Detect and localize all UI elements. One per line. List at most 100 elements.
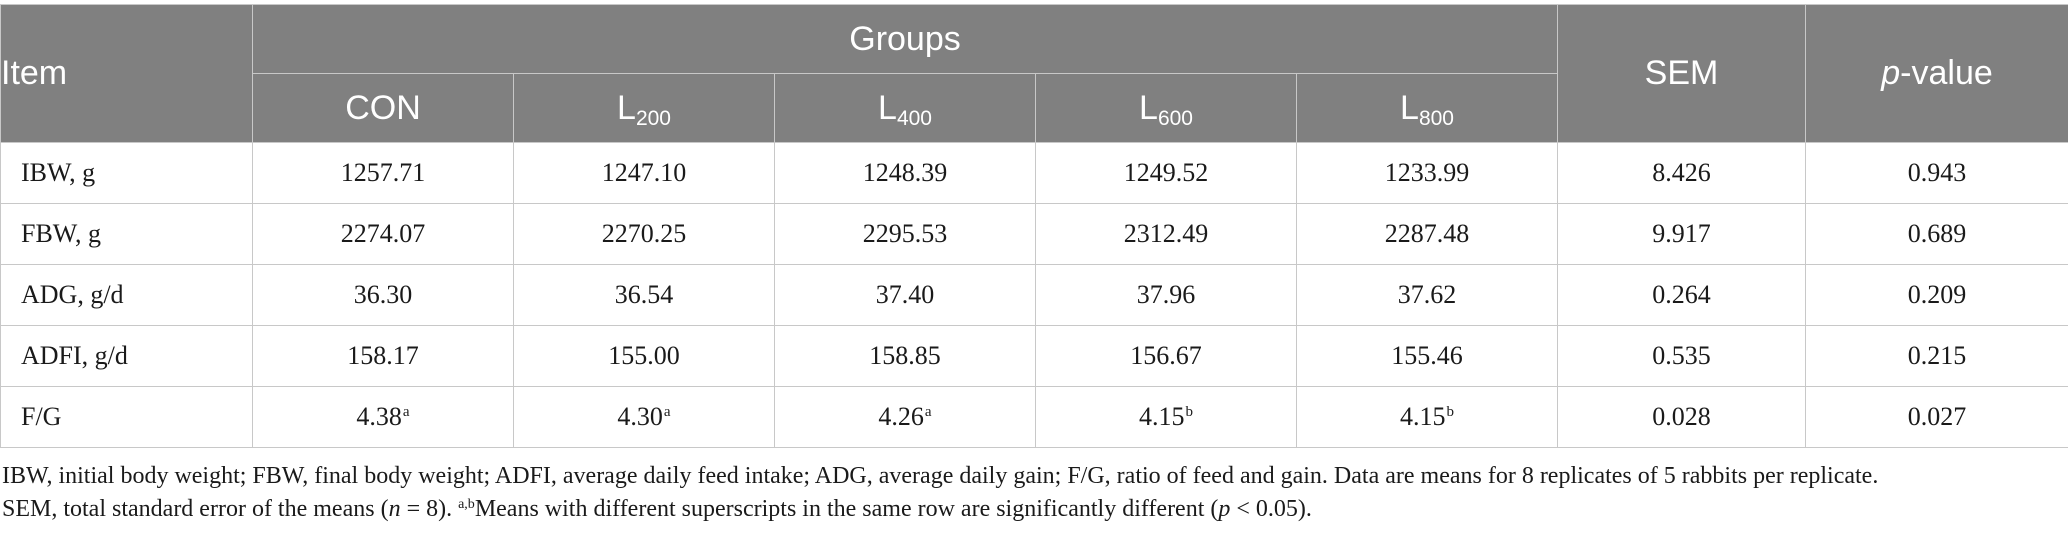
table-row: FBW, g 2274.07 2270.25 2295.53 2312.49 2287.4…	[0, 203, 2068, 265]
sem-cell: 0.535	[1557, 325, 1806, 387]
sem-cell: 9.917	[1557, 203, 1806, 265]
cell-value: 155.00	[608, 341, 680, 370]
cell-value: 4.26	[878, 402, 924, 431]
footnote-text: = 8).	[400, 496, 459, 522]
cell-value: 36.54	[614, 280, 674, 309]
cell-superscript: b	[1185, 404, 1194, 420]
footnote-superscript: a,b	[458, 497, 475, 512]
table-cell: 2287.48	[1296, 203, 1558, 265]
cell-value: 1247.10	[601, 158, 687, 187]
table-row: IBW, g 1257.71 1247.10 1248.39 1249.52 1233.9…	[0, 142, 2068, 204]
pvalue-cell: 0.689	[1805, 203, 2068, 265]
column-header-sem: SEM	[1557, 4, 1806, 143]
footnote-text: < 0.05).	[1230, 496, 1312, 522]
cell-value: 2270.25	[601, 219, 687, 248]
cell-superscript: a	[924, 404, 932, 420]
cell-value: 1248.39	[862, 158, 948, 187]
sem-cell: 0.264	[1557, 264, 1806, 326]
table-cell: 2312.49	[1035, 203, 1297, 265]
cell-superscript: a	[402, 404, 410, 420]
footnote-text: SEM, total standard error of the means (	[2, 496, 389, 522]
group-label: L	[617, 88, 636, 127]
table-cell: 1233.99	[1296, 142, 1558, 204]
footnote-line-1: IBW, initial body weight; FBW, final bod…	[2, 463, 1879, 489]
table-cell: 36.30	[252, 264, 514, 326]
cell-value: 158.17	[347, 341, 419, 370]
cell-value: 37.40	[875, 280, 935, 309]
group-label-subscript: 800	[1418, 106, 1454, 130]
group-label-subscript: 600	[1157, 106, 1193, 130]
table-cell: 1247.10	[513, 142, 775, 204]
table-cell: 4.15b	[1296, 386, 1558, 448]
pvalue-suffix: -value	[1900, 54, 1993, 92]
row-item-label: F/G	[0, 386, 253, 448]
cell-value: 4.30	[617, 402, 663, 431]
pvalue-cell: 0.209	[1805, 264, 2068, 326]
table-cell: 2295.53	[774, 203, 1036, 265]
cell-value: 2295.53	[862, 219, 948, 248]
group-label: L	[1139, 88, 1158, 127]
cell-value: 4.15	[1139, 402, 1185, 431]
row-item-label: FBW, g	[0, 203, 253, 265]
cell-superscript: b	[1446, 404, 1455, 420]
table-cell: 155.46	[1296, 325, 1558, 387]
table-cell: 37.62	[1296, 264, 1558, 326]
pvalue-cell: 0.027	[1805, 386, 2068, 448]
column-header-group: CON	[252, 73, 514, 143]
table-cell: 156.67	[1035, 325, 1297, 387]
cell-value: 36.30	[353, 280, 413, 309]
cell-value: 156.67	[1130, 341, 1202, 370]
table-cell: 2270.25	[513, 203, 775, 265]
table-cell: 36.54	[513, 264, 775, 326]
cell-value: 1257.71	[340, 158, 426, 187]
table-cell: 158.85	[774, 325, 1036, 387]
cell-value: 1233.99	[1384, 158, 1470, 187]
row-item-label: ADFI, g/d	[0, 325, 253, 387]
cell-value: 4.15	[1400, 402, 1446, 431]
column-header-group: L200	[513, 73, 775, 143]
row-item-label: IBW, g	[0, 142, 253, 204]
sem-cell: 0.028	[1557, 386, 1806, 448]
column-header-group: L800	[1296, 73, 1558, 143]
table-cell: 4.38a	[252, 386, 514, 448]
column-header-group: L600	[1035, 73, 1297, 143]
column-header-pvalue: p-value	[1805, 4, 2068, 143]
cell-value: 37.62	[1397, 280, 1457, 309]
table-row: ADG, g/d 36.30 36.54 37.40 37.96 37.62 0.264 0.…	[0, 264, 2068, 326]
table-cell: 155.00	[513, 325, 775, 387]
cell-value: 37.96	[1136, 280, 1196, 309]
cell-value: 2312.49	[1123, 219, 1209, 248]
column-header-group: L400	[774, 73, 1036, 143]
footnote-italic-p: p	[1218, 496, 1231, 522]
pvalue-italic-p: p	[1881, 54, 1901, 92]
table-cell: 1257.71	[252, 142, 514, 204]
pvalue-cell: 0.215	[1805, 325, 2068, 387]
cell-value: 1249.52	[1123, 158, 1209, 187]
table-cell: 4.30a	[513, 386, 775, 448]
table-cell: 37.96	[1035, 264, 1297, 326]
table-cell: 4.15b	[1035, 386, 1297, 448]
column-header-item: Item	[0, 4, 253, 143]
column-header-groups: Groups	[252, 4, 1558, 74]
table-footnote: IBW, initial body weight; FBW, final bod…	[2, 460, 2066, 526]
cell-value: 2287.48	[1384, 219, 1470, 248]
footnote-text: Means with different superscripts in the…	[474, 496, 1219, 522]
cell-value: 155.46	[1391, 341, 1463, 370]
table-cell: 1249.52	[1035, 142, 1297, 204]
footnote-italic-n: n	[388, 496, 401, 522]
footnote-line-2: SEM, total standard error of the means (…	[2, 493, 2066, 526]
table-cell: 1248.39	[774, 142, 1036, 204]
group-label: CON	[345, 88, 421, 127]
cell-value: 4.38	[356, 402, 402, 431]
table-cell: 37.40	[774, 264, 1036, 326]
group-label-subscript: 400	[896, 106, 932, 130]
cell-superscript: a	[663, 404, 671, 420]
cell-value: 2274.07	[340, 219, 426, 248]
group-label: L	[878, 88, 897, 127]
table-row: F/G 4.38a 4.30a 4.26a 4.15b 4.15b 0.028 0.027	[0, 386, 2068, 448]
table-cell: 158.17	[252, 325, 514, 387]
group-label-subscript: 200	[635, 106, 671, 130]
table-cell: 4.26a	[774, 386, 1036, 448]
table-row: ADFI, g/d 158.17 155.00 158.85 156.67 155.46 0…	[0, 325, 2068, 387]
table-cell: 2274.07	[252, 203, 514, 265]
